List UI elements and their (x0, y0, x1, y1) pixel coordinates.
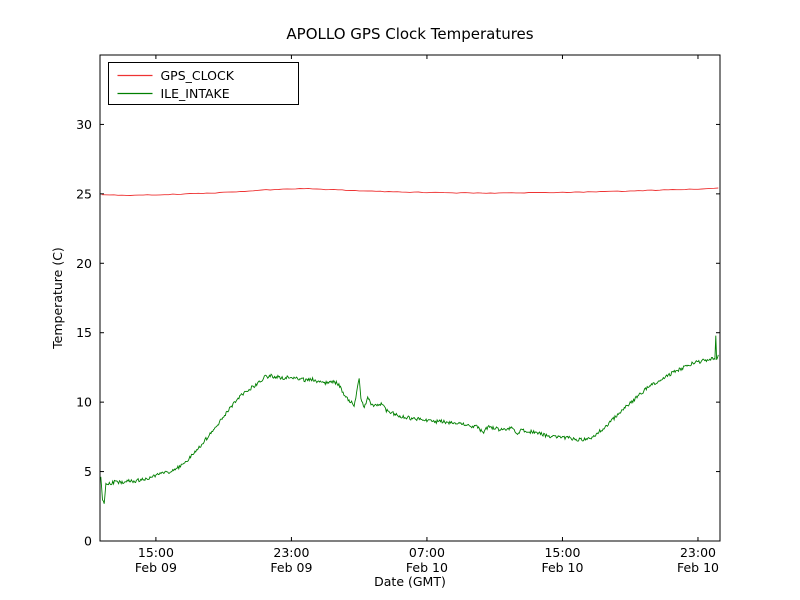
series-line-gps_clock (101, 187, 719, 196)
x-tick-date-label: Feb 10 (677, 560, 719, 575)
y-tick-label: 0 (84, 534, 92, 549)
y-tick-label: 5 (84, 464, 92, 479)
x-tick-time-label: 15:00 (544, 545, 580, 560)
legend-label-gps_clock: GPS_CLOCK (161, 68, 235, 83)
y-tick-label: 20 (76, 256, 92, 271)
x-tick-date-label: Feb 10 (406, 560, 448, 575)
x-tick-date-label: Feb 10 (541, 560, 583, 575)
series-line-ile_intake (100, 335, 719, 504)
x-tick-time-label: 23:00 (273, 545, 309, 560)
y-tick-label: 15 (76, 325, 92, 340)
x-tick-time-label: 07:00 (409, 545, 445, 560)
x-tick-date-label: Feb 09 (135, 560, 177, 575)
chart-title: APOLLO GPS Clock Temperatures (286, 25, 533, 43)
x-tick-date-label: Feb 09 (270, 560, 312, 575)
x-tick-time-label: 23:00 (680, 545, 716, 560)
y-tick-label: 25 (76, 186, 92, 201)
x-axis-label: Date (GMT) (374, 574, 446, 589)
y-tick-label: 30 (76, 117, 92, 132)
y-tick-label: 10 (76, 395, 92, 410)
x-tick-time-label: 15:00 (138, 545, 174, 560)
plot-area (99, 54, 721, 542)
legend (108, 62, 299, 105)
legend-label-ile_intake: ILE_INTAKE (161, 86, 230, 101)
y-axis-label: Temperature (C) (50, 247, 65, 350)
